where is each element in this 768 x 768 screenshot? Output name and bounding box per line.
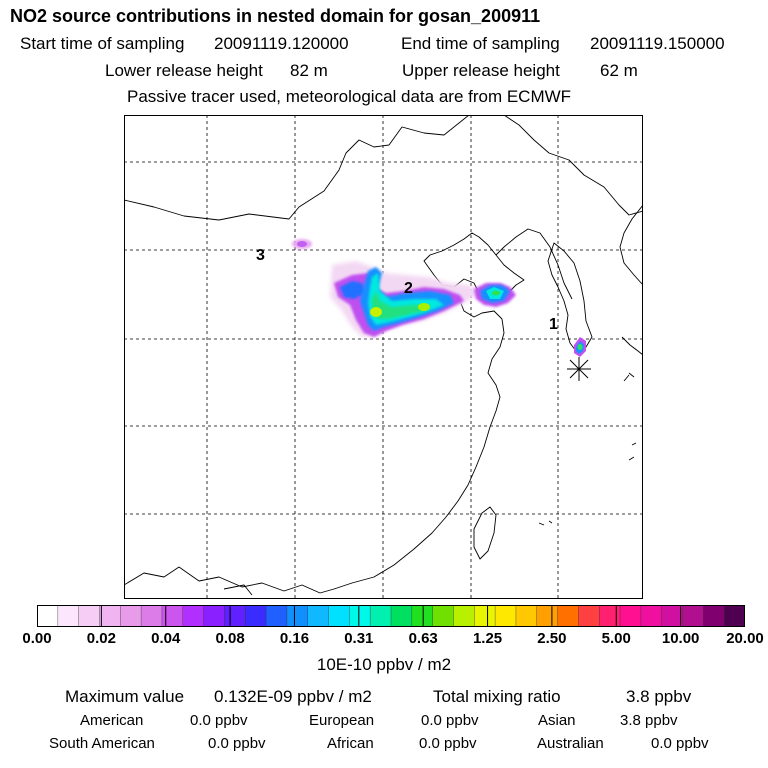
max-value-label: Maximum value [65, 687, 185, 706]
colorbar-cell [141, 605, 163, 627]
region-value-african: 0.0 ppbv [419, 735, 477, 752]
region-name-african: African [327, 735, 374, 752]
colorbar-cell [224, 605, 246, 627]
colorbar-cell [411, 605, 434, 627]
lower-height-label: Lower release height [105, 61, 263, 80]
colorbar-tick-label: 5.00 [601, 630, 631, 647]
source-label-2: 2 [404, 280, 413, 297]
colorbar-cell [99, 605, 121, 627]
region-value-asian: 3.8 ppbv [620, 712, 678, 729]
colorbar-cell [515, 605, 538, 627]
plume-region-1 [574, 337, 586, 357]
start-time-label: Start time of sampling [20, 34, 185, 53]
colorbar-cell [599, 605, 621, 627]
colorbar-cell [286, 605, 309, 627]
colorbar-cell [349, 605, 371, 627]
colorbar-cell [37, 605, 59, 627]
colorbar-cell [161, 605, 184, 627]
map-title: NO2 source contributions in nested domai… [10, 6, 541, 26]
region-name-european: European [309, 712, 375, 729]
total-mixing-value: 3.8 ppbv [626, 687, 692, 706]
colorbar-cell [453, 605, 475, 627]
region-value-european: 0.0 ppbv [421, 712, 479, 729]
colorbar-tick-label: 0.00 [22, 630, 52, 647]
max-value: 0.132E-09 ppbv / m2 [214, 687, 372, 706]
colorbar-cell [370, 605, 392, 627]
colorbar-cell [557, 605, 579, 627]
colorbar-cell [57, 605, 80, 627]
region-name-south-american: South American [49, 735, 155, 752]
colorbar-tick-label: 20.00 [726, 630, 764, 647]
region-value-south-american: 0.0 ppbv [208, 735, 266, 752]
colorbar-tick-label: 0.02 [86, 630, 116, 647]
colorbar-cell [724, 605, 745, 627]
plume-bohai [474, 283, 516, 307]
colorbar-cell [182, 605, 205, 627]
colorbar-tick-label: 0.31 [344, 630, 374, 647]
colorbar-cell [391, 605, 413, 627]
colorbar-cell [682, 605, 704, 627]
colorbar-cell [474, 605, 496, 627]
colorbar-tick-label: 0.04 [151, 630, 181, 647]
lower-height-value: 82 m [290, 61, 328, 80]
colorbar-cell [432, 605, 454, 627]
colorbar-cell [307, 605, 330, 627]
station-star-icon [567, 357, 591, 381]
colorbar-cell [328, 605, 350, 627]
end-time-value: 20091119.150000 [590, 34, 725, 53]
coastlines [124, 115, 643, 596]
colorbar-tick-label: 0.16 [279, 630, 310, 647]
map-frame [124, 115, 643, 599]
start-time-value: 20091119.120000 [214, 34, 349, 53]
region-name-australian: Australian [537, 735, 604, 752]
region-value-australian: 0.0 ppbv [651, 735, 709, 752]
concentration-map: 3 2 1 [124, 115, 643, 599]
colorbar-cell [578, 605, 600, 627]
end-time-label: End time of sampling [401, 34, 560, 53]
colorbar-tick-label: 10.00 [661, 630, 700, 647]
colorbar-cell [661, 605, 684, 627]
upper-height-label: Upper release height [402, 61, 560, 80]
colorbar-tick-label: 1.25 [472, 630, 503, 647]
colorbar-cell [245, 605, 267, 627]
colorbar-cell [203, 605, 225, 627]
colorbar-cell [703, 605, 725, 627]
region-name-american: American [80, 712, 144, 729]
colorbar-cell [640, 605, 663, 627]
upper-height-value: 62 m [600, 61, 638, 80]
plume-region-3 [292, 239, 312, 249]
region-name-asian: Asian [538, 712, 576, 729]
tracer-note: Passive tracer used, meteorological data… [127, 87, 572, 106]
colorbar-tick-label: 2.50 [537, 630, 567, 647]
colorbar-cell [536, 605, 559, 627]
lat-lon-grid [124, 115, 643, 599]
colorbar-tick-label: 0.08 [215, 630, 245, 647]
colorbar-cell [266, 605, 288, 627]
colorbar [37, 605, 745, 627]
colorbar-cell [78, 605, 100, 627]
total-mixing-label: Total mixing ratio [433, 687, 561, 706]
colorbar-cell [495, 605, 517, 627]
region-value-american: 0.0 ppbv [190, 712, 248, 729]
colorbar-cell [620, 605, 642, 627]
colorbar-tick-label: 0.63 [408, 630, 438, 647]
source-label-1: 1 [549, 316, 558, 333]
plume-region-2 [330, 261, 480, 337]
source-label-3: 3 [256, 247, 265, 264]
colorbar-unit: 10E-10 ppbv / m2 [316, 655, 452, 674]
colorbar-cell [120, 605, 142, 627]
